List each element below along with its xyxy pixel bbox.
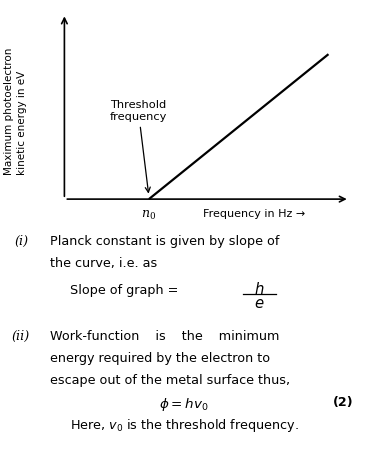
Text: Maximum photoelectron
kinetic energy in eV: Maximum photoelectron kinetic energy in … (4, 48, 27, 175)
Text: Here, $v_0$ is the threshold frequency.: Here, $v_0$ is the threshold frequency. (70, 417, 298, 434)
Text: Planck constant is given by slope of: Planck constant is given by slope of (50, 235, 279, 248)
Text: escape out of the metal surface thus,: escape out of the metal surface thus, (50, 374, 290, 387)
Text: (2): (2) (333, 396, 353, 409)
Text: (i): (i) (15, 235, 29, 248)
Text: Threshold
frequency: Threshold frequency (110, 100, 167, 192)
Text: Work-function    is    the    minimum: Work-function is the minimum (50, 330, 279, 343)
Text: Slope of graph =: Slope of graph = (70, 284, 178, 297)
Text: energy required by the electron to: energy required by the electron to (50, 352, 270, 365)
Text: $h$: $h$ (254, 281, 265, 297)
Text: $n_0$: $n_0$ (141, 209, 156, 222)
Text: $\phi = hv_0$: $\phi = hv_0$ (159, 396, 209, 413)
Text: Frequency in Hz →: Frequency in Hz → (204, 209, 306, 219)
Text: the curve, i.e. as: the curve, i.e. as (50, 257, 157, 270)
Text: $e$: $e$ (254, 296, 265, 311)
Text: (ii): (ii) (11, 330, 29, 343)
